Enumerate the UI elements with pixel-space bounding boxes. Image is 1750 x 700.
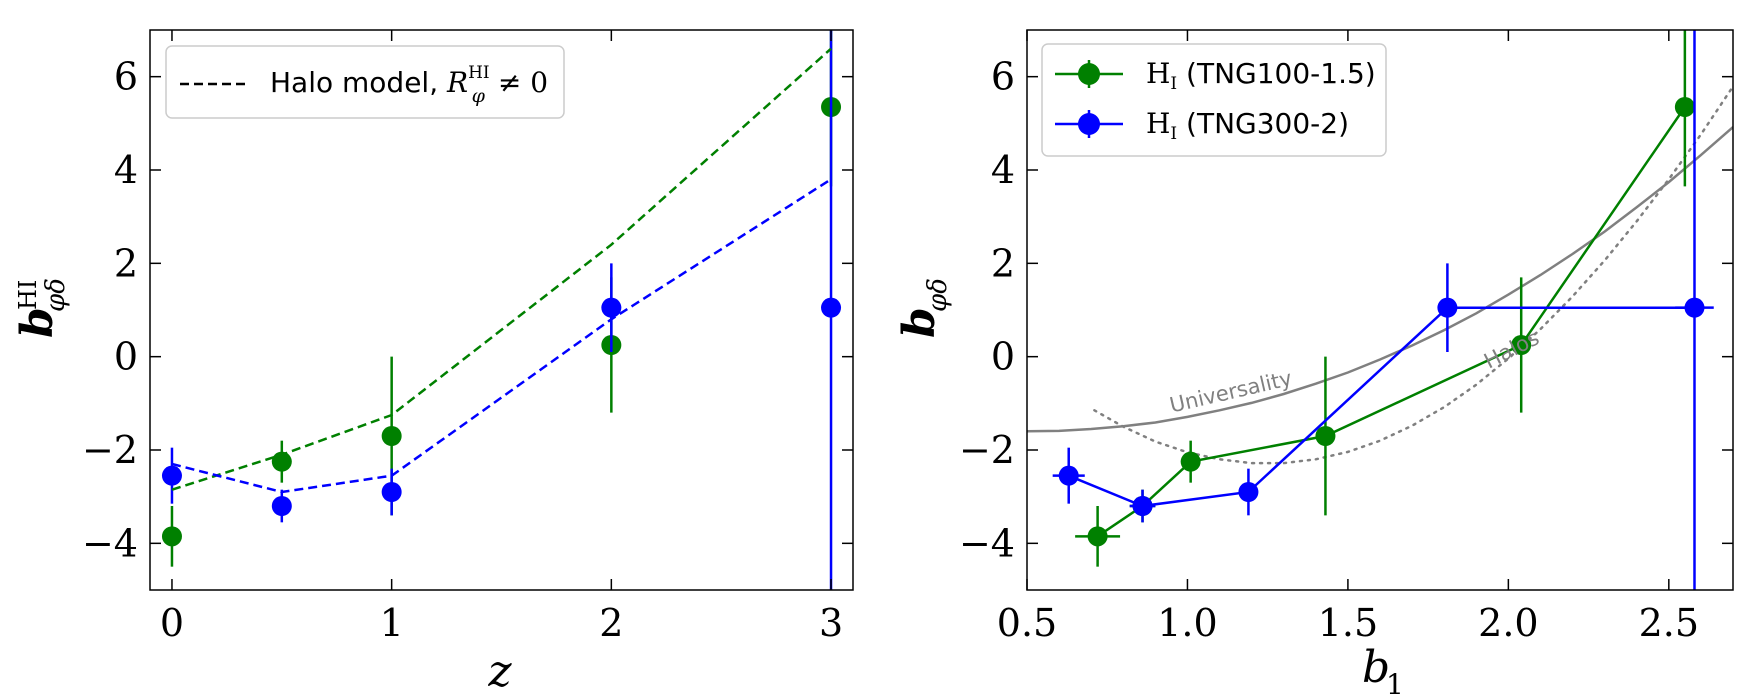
left-xtick-label: 2 bbox=[599, 601, 623, 645]
legend-marker-tng300-icon bbox=[1078, 113, 1100, 135]
right-ytick-label: 0 bbox=[991, 335, 1015, 379]
right-xtick-label: 1.5 bbox=[1318, 601, 1378, 645]
legend-entry-tng300: HI (TNG300-2) bbox=[1055, 107, 1349, 144]
halos-curve-label: Halos bbox=[1480, 326, 1543, 374]
right-ytick-label: 2 bbox=[991, 241, 1015, 285]
legend-label-tng100-h: H bbox=[1146, 57, 1170, 90]
left-xtick-label: 3 bbox=[819, 601, 843, 645]
left-legend-box bbox=[165, 45, 565, 119]
legend-label-tng100: HI (TNG100-1.5) bbox=[1146, 57, 1376, 94]
right-xtick-label: 2.0 bbox=[1478, 601, 1538, 645]
right-axes-frame bbox=[1026, 29, 1734, 591]
left-legend: Halo model, RHI φ ≠ 0 bbox=[165, 45, 565, 119]
left-plot-area bbox=[161, 30, 842, 590]
tng100-series-line bbox=[1096, 106, 1686, 538]
universality-curve-label: Universality bbox=[1167, 366, 1294, 417]
right-legend-box bbox=[1041, 43, 1387, 157]
legend-label-tng300-h: H bbox=[1146, 107, 1170, 140]
left-y-label-main: b bbox=[12, 307, 63, 338]
left-ytick-label: −2 bbox=[82, 428, 138, 472]
tng100-point bbox=[1180, 451, 1201, 472]
halo-model-tng300-line bbox=[171, 178, 832, 494]
left-xtick-label: 0 bbox=[160, 601, 184, 645]
legend-marker-tng100-icon bbox=[1078, 63, 1100, 85]
right-x-label-main: b bbox=[1362, 642, 1390, 693]
right-xtick-label: 1.0 bbox=[1157, 601, 1217, 645]
right-y-label-main: b bbox=[894, 307, 945, 338]
tng300-point bbox=[1058, 465, 1079, 486]
right-ytick-label: 6 bbox=[991, 55, 1015, 99]
tng300-series-line bbox=[1068, 306, 1695, 508]
right-y-label-sub: φδ bbox=[923, 278, 953, 312]
universality-curve bbox=[1027, 126, 1733, 433]
tng300-point bbox=[601, 297, 622, 318]
legend-entry-tng100: HI (TNG100-1.5) bbox=[1055, 57, 1376, 94]
right-y-axis-label: b φδ bbox=[894, 278, 953, 338]
left-ytick-label: 0 bbox=[114, 335, 138, 379]
left-legend-math: R bbox=[446, 66, 468, 99]
right-ticks: 0.5 1.0 1.5 2.0 2.5 −4 −2 0 2 4 6 bbox=[959, 30, 1733, 645]
left-legend-math-sub: φ bbox=[472, 85, 486, 107]
left-x-axis-label: z bbox=[487, 646, 512, 697]
legend-label-tng300-sub: I bbox=[1170, 124, 1177, 144]
right-xtick-label: 0.5 bbox=[997, 601, 1057, 645]
left-ytick-label: −4 bbox=[82, 521, 138, 565]
left-panel: 0 1 2 3 −4 −2 0 2 4 6 z b φδ HI Halo model, RHI φ … bbox=[12, 29, 854, 697]
halos-curve bbox=[1093, 85, 1733, 465]
legend-label-tng100-text: (TNG100-1.5) bbox=[1177, 57, 1376, 90]
tng100-point bbox=[271, 451, 292, 472]
left-legend-label: Halo model, bbox=[270, 66, 447, 99]
left-axes-frame bbox=[149, 29, 854, 591]
right-ytick-label: −4 bbox=[959, 521, 1015, 565]
right-x-label-sub: 1 bbox=[1386, 668, 1404, 700]
right-ytick-label: 4 bbox=[991, 148, 1015, 192]
left-ytick-label: 4 bbox=[114, 148, 138, 192]
tng300-point bbox=[821, 297, 842, 318]
left-xtick-label: 1 bbox=[380, 601, 404, 645]
left-ytick-label: 6 bbox=[114, 55, 138, 99]
left-y-axis-label: b φδ HI bbox=[12, 278, 71, 338]
tng100-point bbox=[161, 526, 182, 547]
tng100-point bbox=[1674, 97, 1695, 117]
right-legend: HI (TNG100-1.5) HI (TNG300-2) bbox=[1041, 43, 1387, 157]
tng300-point bbox=[1132, 496, 1153, 516]
right-ytick-label: −2 bbox=[959, 428, 1015, 472]
right-x-axis-label: b 1 bbox=[1362, 642, 1404, 700]
legend-label-tng100-sub: I bbox=[1170, 74, 1177, 94]
left-legend-math-sup: HI bbox=[468, 63, 490, 83]
left-legend-math-tail: ≠ 0 bbox=[489, 66, 548, 99]
right-panel: Universality Halos 0.5 1.0 1.5 2.0 2.5 −4 −2 0 2 4… bbox=[894, 29, 1734, 700]
legend-label-tng300-text: (TNG300-2) bbox=[1177, 107, 1349, 140]
tng300-point bbox=[161, 465, 182, 486]
tng100-point bbox=[1087, 526, 1108, 547]
tng300-point bbox=[381, 482, 402, 502]
left-ticks: 0 1 2 3 −4 −2 0 2 4 6 bbox=[82, 30, 853, 645]
left-y-label-sub: φδ bbox=[41, 278, 71, 312]
left-ytick-label: 2 bbox=[114, 241, 138, 285]
left-y-label-sup: HI bbox=[14, 280, 42, 310]
right-xtick-label: 2.5 bbox=[1639, 601, 1699, 645]
legend-label-tng300: HI (TNG300-2) bbox=[1146, 107, 1349, 144]
tng300-point bbox=[1238, 482, 1259, 502]
tng100-point bbox=[381, 426, 402, 446]
tng100-point bbox=[1315, 426, 1336, 446]
halo-model-tng100-line bbox=[171, 47, 832, 491]
tng300-point bbox=[271, 496, 292, 516]
tng300-point bbox=[1437, 297, 1458, 318]
tng100-point bbox=[1511, 335, 1532, 355]
left-legend-entry: Halo model, RHI φ ≠ 0 bbox=[270, 63, 548, 107]
tng300-point bbox=[1684, 297, 1705, 318]
